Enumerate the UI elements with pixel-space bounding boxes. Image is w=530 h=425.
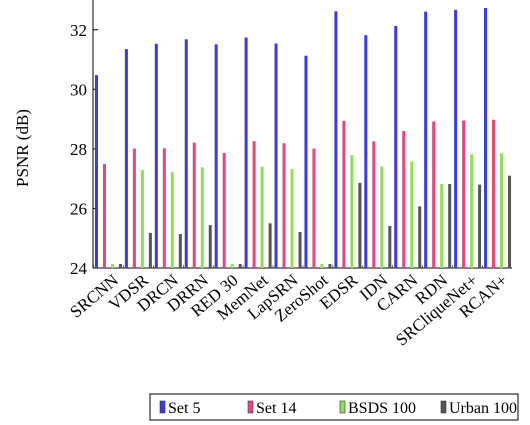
bar <box>110 264 114 268</box>
bar <box>230 264 234 268</box>
bar <box>184 39 188 268</box>
bar <box>432 121 436 268</box>
bar <box>132 148 136 268</box>
bar <box>388 226 392 268</box>
bar <box>140 170 144 268</box>
bar <box>342 120 346 268</box>
bar <box>178 234 182 268</box>
bar <box>94 75 98 268</box>
bar <box>200 167 204 268</box>
bar <box>118 264 122 268</box>
y-tick-label: 24 <box>70 259 88 278</box>
bar <box>448 184 452 268</box>
bar <box>508 175 512 268</box>
bar <box>244 37 248 268</box>
bar <box>372 141 376 268</box>
bar <box>260 166 264 268</box>
bar <box>440 184 444 268</box>
bar <box>290 169 294 268</box>
bar <box>102 164 106 268</box>
legend-swatch <box>339 400 346 414</box>
y-axis-label: PSNR (dB) <box>13 109 32 187</box>
legend-label: Urban 100 <box>449 400 517 417</box>
bar <box>268 223 272 268</box>
legend-label: Set 14 <box>256 400 296 417</box>
bar <box>454 9 458 269</box>
legend-label: Set 5 <box>168 400 200 417</box>
bar <box>148 232 152 268</box>
bar <box>484 8 488 268</box>
bar <box>282 143 286 268</box>
legend-swatch <box>440 400 447 414</box>
bar <box>312 148 316 268</box>
bar <box>124 49 128 269</box>
bar <box>380 166 384 268</box>
bar <box>192 142 196 268</box>
bar <box>328 264 332 268</box>
bar <box>298 231 302 268</box>
bar <box>154 43 158 269</box>
bar <box>274 43 278 268</box>
y-tick-label: 30 <box>70 80 87 99</box>
bar <box>418 206 422 268</box>
legend-box <box>149 393 519 421</box>
y-tick-label: 28 <box>70 140 87 159</box>
bar <box>394 25 398 269</box>
y-tick-label: 26 <box>70 199 87 218</box>
bar <box>424 11 428 268</box>
bar <box>500 153 504 268</box>
bar <box>470 154 474 268</box>
bar <box>492 119 496 268</box>
bar <box>478 184 482 268</box>
bar <box>462 120 466 268</box>
bar <box>208 225 212 268</box>
bar <box>358 182 362 268</box>
bar <box>162 148 166 268</box>
bar <box>252 141 256 268</box>
bar <box>222 153 226 268</box>
y-tick-label: 32 <box>70 21 87 40</box>
bar <box>364 35 368 268</box>
bar <box>410 161 414 268</box>
bar <box>320 264 324 268</box>
legend-swatch <box>159 400 166 414</box>
bar <box>170 171 174 268</box>
legend-swatch <box>247 400 254 414</box>
bar <box>350 155 354 268</box>
bar <box>214 44 218 268</box>
legend: Set 5 Set 14 BSDS 100 Urban 100 <box>149 393 519 421</box>
bar <box>334 11 338 269</box>
bar <box>402 131 406 268</box>
legend-label: BSDS 100 <box>348 400 416 417</box>
bar <box>304 55 308 268</box>
bar <box>238 264 242 268</box>
